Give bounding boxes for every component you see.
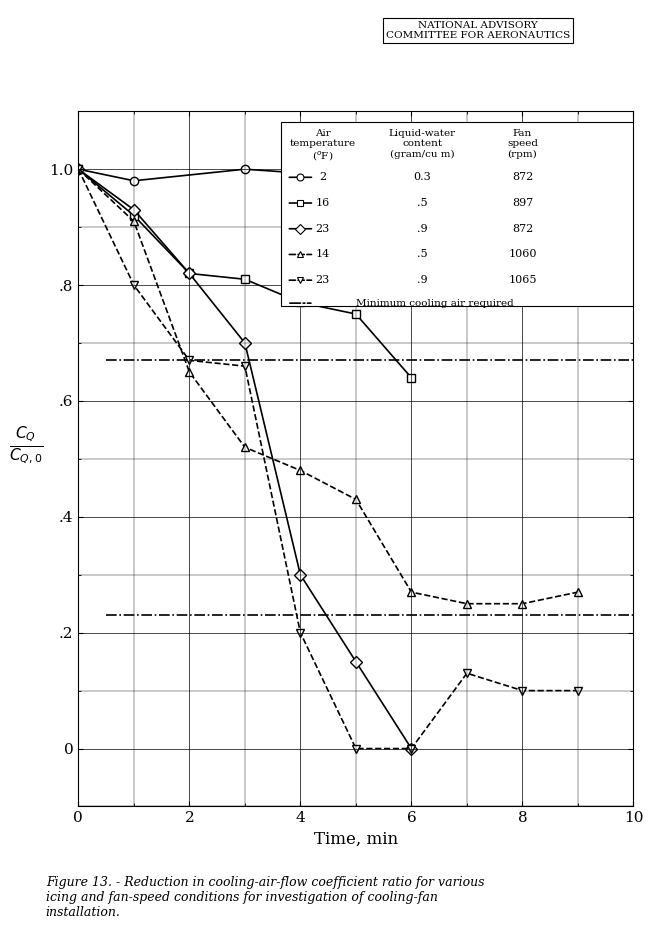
Text: .9: .9 [417,223,428,234]
Text: .9: .9 [417,275,428,286]
Text: 23: 23 [315,275,330,286]
Text: Figure 13. - Reduction in cooling-air-flow coefficient ratio for various
icing a: Figure 13. - Reduction in cooling-air-fl… [46,876,485,919]
Text: 23: 23 [315,223,330,234]
Text: 872: 872 [512,172,533,183]
Text: .5: .5 [417,198,428,208]
Text: 897: 897 [512,198,533,208]
Text: 1065: 1065 [508,275,537,286]
Text: 872: 872 [512,223,533,234]
Text: NATIONAL ADVISORY
COMMITTEE FOR AERONAUTICS: NATIONAL ADVISORY COMMITTEE FOR AERONAUT… [386,21,570,40]
X-axis label: Time, min: Time, min [314,831,398,848]
Text: Minimum cooling air required: Minimum cooling air required [356,298,514,308]
Text: 2: 2 [319,172,326,183]
Text: .5: .5 [417,249,428,260]
Text: $\frac{C_Q}{C_{Q,0}}$: $\frac{C_Q}{C_{Q,0}}$ [9,424,43,466]
Bar [281,121,633,306]
Text: Fan
speed
(rpm): Fan speed (rpm) [507,129,538,159]
Text: Liquid-water
content
(gram/cu m): Liquid-water content (gram/cu m) [389,129,456,159]
Text: 0.3: 0.3 [413,172,432,183]
Text: 1060: 1060 [508,249,537,260]
Text: 16: 16 [315,198,330,208]
Text: Air
temperature
($^o$F): Air temperature ($^o$F) [289,129,356,163]
Text: 14: 14 [315,249,330,260]
